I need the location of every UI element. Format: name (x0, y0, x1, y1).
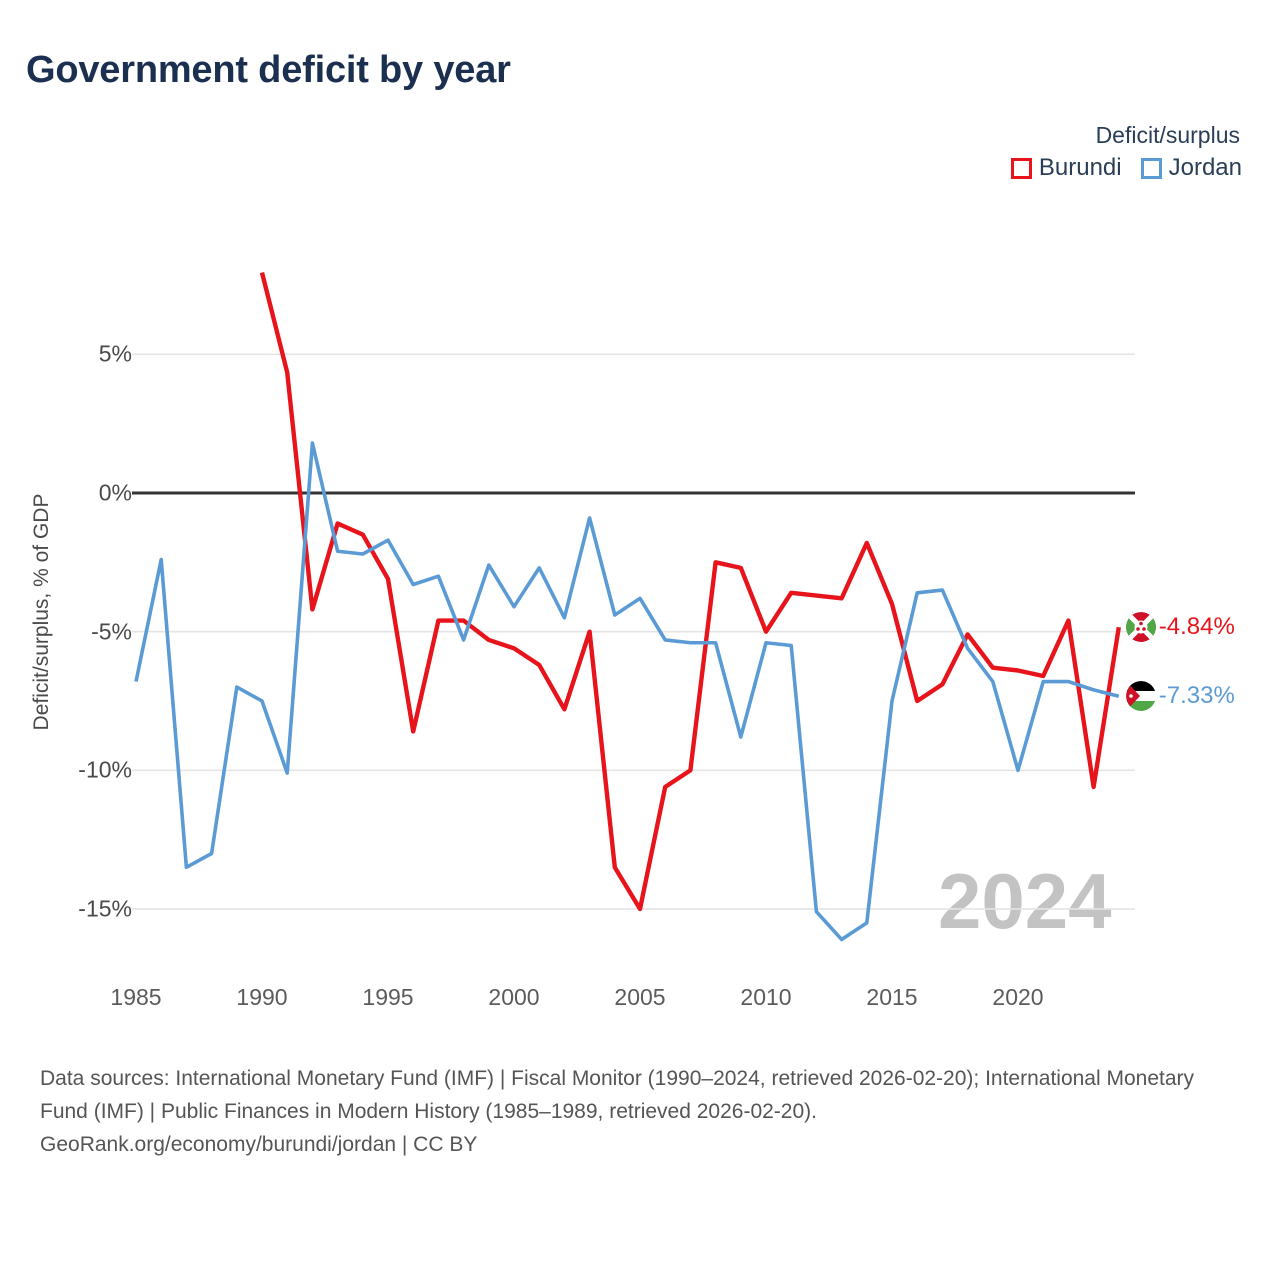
legend-items: Burundi Jordan (1010, 154, 1242, 181)
y-tick-label: 0% (98, 479, 132, 506)
legend-item-jordan[interactable]: Jordan (1140, 154, 1242, 181)
series-lines (134, 272, 1121, 942)
footer: Data sources: International Monetary Fun… (40, 1062, 1240, 1161)
x-tick-label: 2015 (866, 984, 918, 1010)
series-line-jordan (134, 441, 1120, 942)
legend-label-jordan: Jordan (1168, 154, 1242, 181)
legend-title: Deficit/surplus (1095, 122, 1240, 148)
y-tick-label: 5% (98, 340, 132, 367)
legend-swatch-jordan (1140, 157, 1162, 179)
x-tick-label: 2005 (614, 984, 666, 1010)
legend-label-burundi: Burundi (1038, 154, 1122, 181)
page-title: Government deficit by year (26, 49, 511, 91)
x-tick-label: 2010 (740, 984, 792, 1010)
y-tick-label: -5% (91, 618, 132, 645)
y-tick-label: -10% (78, 756, 132, 783)
x-tick-label: 1990 (236, 984, 288, 1010)
x-tick-label: 1995 (362, 984, 414, 1010)
legend-item-burundi[interactable]: Burundi (1010, 154, 1122, 181)
series-line-burundi (259, 272, 1121, 912)
y-tick-label: -15% (78, 895, 132, 922)
burundi-end-label: -4.84% (1158, 613, 1235, 641)
gridlines (132, 353, 1135, 910)
x-tick-label: 1985 (110, 984, 162, 1010)
jordan-flag-icon (1125, 681, 1156, 712)
burundi-flag-icon (1125, 612, 1156, 643)
x-tick-label: 2000 (488, 984, 540, 1010)
footer-sources: Data sources: International Monetary Fun… (40, 1067, 1195, 1123)
x-tick-label: 2020 (992, 984, 1044, 1010)
jordan-end-label: -7.33% (1158, 682, 1235, 710)
legend-swatch-burundi (1010, 157, 1032, 179)
footer-attribution: GeoRank.org/economy/burundi/jordan | CC … (40, 1133, 478, 1156)
y-axis-ticks: 5% 0% -5% -10% -15% (0, 0, 132, 1280)
legend: Deficit/surplus Burundi Jordan (1010, 122, 1242, 181)
